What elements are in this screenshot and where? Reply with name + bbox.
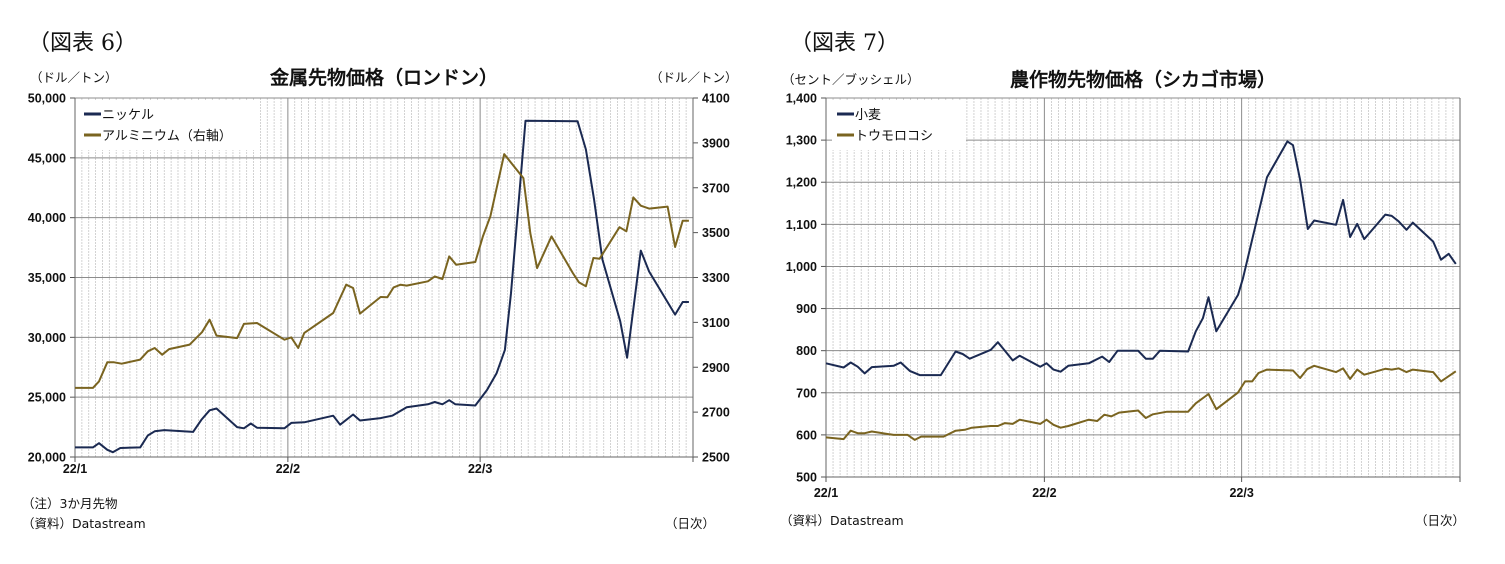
chart-1: （図表 6） 金属先物価格（ロンドン） （ドル／トン） （ドル／トン） 20,000 25… xyxy=(22,31,738,531)
footnote: （注）3か月先物 xyxy=(22,496,117,511)
x-tick-label: 22/1 xyxy=(814,486,838,500)
y-tick-label: 30,000 xyxy=(28,331,66,345)
y-tick-label: 20,000 xyxy=(28,451,66,465)
x-tick-label: 22/2 xyxy=(276,462,300,476)
y2-axis-unit-label: （ドル／トン） xyxy=(650,70,738,85)
y-tick-label: 25,000 xyxy=(28,391,66,405)
x-axis-frequency-label: （日次） xyxy=(665,516,715,531)
y2-tick-label: 3900 xyxy=(702,136,730,150)
y2-tick-label: 3500 xyxy=(702,226,730,240)
y2-tick-label: 4100 xyxy=(702,92,730,106)
y-tick-label: 1,400 xyxy=(786,92,817,106)
y-tick-label: 35,000 xyxy=(28,271,66,285)
legend-background xyxy=(832,100,966,150)
source-note: （資料）Datastream xyxy=(22,516,146,531)
x-tick-label: 22/3 xyxy=(468,462,492,476)
y-axis-unit-label: （ドル／トン） xyxy=(30,70,118,85)
y-tick-label: 700 xyxy=(796,386,817,400)
y-tick-label: 1,100 xyxy=(786,218,817,232)
legend-label: ニッケル xyxy=(102,108,154,123)
y2-tick-label: 2700 xyxy=(702,406,730,420)
chart-2: （図表 7） 農作物先物価格（シカゴ市場） （セント／ブッシェル） 500 600 700… xyxy=(780,31,1465,528)
x-tick-label: 22/3 xyxy=(1229,486,1253,500)
y2-tick-label: 2900 xyxy=(702,361,730,375)
y-tick-label: 900 xyxy=(796,302,817,316)
series-line-2 xyxy=(825,364,1457,441)
series-line-1 xyxy=(75,119,689,454)
chart-title: 金属先物価格（ロンドン） xyxy=(269,66,498,89)
figure-label: （図表 7） xyxy=(790,31,899,56)
y-tick-label: 40,000 xyxy=(28,211,66,225)
y2-tick-label: 3300 xyxy=(702,271,730,285)
x-tick-label: 22/2 xyxy=(1032,486,1056,500)
y-axis-unit-label: （セント／ブッシェル） xyxy=(782,72,920,87)
series-line-1 xyxy=(825,140,1457,377)
y2-tick-label: 2500 xyxy=(702,451,730,465)
series-line-2 xyxy=(75,153,689,389)
y-tick-label: 1,300 xyxy=(786,134,817,148)
source-note: （資料）Datastream xyxy=(780,513,904,528)
y-tick-label: 1,200 xyxy=(786,176,817,190)
x-axis-frequency-label: （日次） xyxy=(1415,513,1465,528)
y-tick-label: 45,000 xyxy=(28,151,66,165)
legend-label: トウモロコシ xyxy=(855,129,933,144)
y-tick-label: 600 xyxy=(796,428,817,442)
y-tick-label: 500 xyxy=(796,471,817,485)
legend-background xyxy=(79,100,259,150)
legend-label: 小麦 xyxy=(855,108,881,123)
legend-label: アルミニウム（右軸） xyxy=(102,129,232,144)
y2-tick-label: 3700 xyxy=(702,181,730,195)
y-tick-label: 1,000 xyxy=(786,260,817,274)
y-tick-label: 800 xyxy=(796,344,817,358)
x-tick-label: 22/1 xyxy=(63,462,87,476)
y2-tick-label: 3100 xyxy=(702,316,730,330)
figure-label: （図表 6） xyxy=(28,31,137,56)
y-tick-label: 50,000 xyxy=(28,92,66,106)
chart-title: 農作物先物価格（シカゴ市場） xyxy=(1010,68,1276,91)
